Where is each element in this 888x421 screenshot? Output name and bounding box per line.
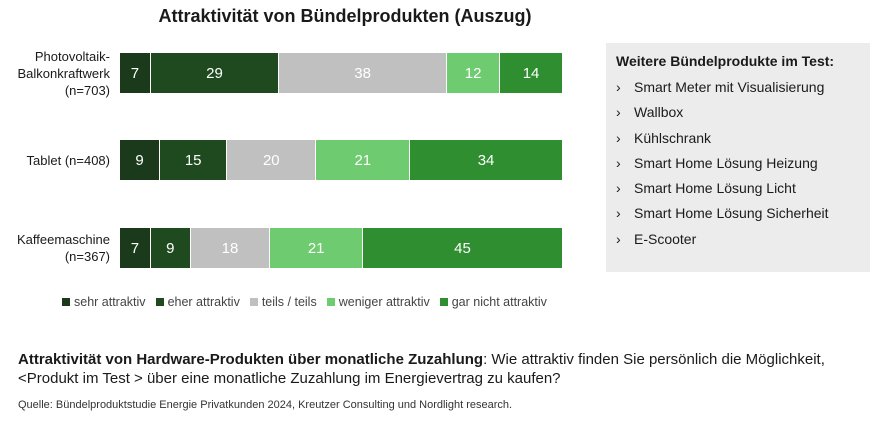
chevron-right-icon: › (616, 230, 621, 247)
bar-segment: 21 (270, 228, 364, 268)
category-label: Tablet (n=408) (0, 152, 110, 169)
category-label: Photovoltaik- Balkonkraftwerk (n=703) (0, 48, 110, 99)
legend-item: weniger attraktiv (326, 295, 430, 309)
chevron-right-icon: › (616, 79, 621, 95)
stacked-bar: 7 9 18 21 45 (120, 228, 562, 268)
chevron-right-icon: › (616, 129, 621, 146)
bar-segment: 20 (227, 140, 317, 180)
product-list-item: › Kühlschrank (616, 126, 870, 151)
bar-segment: 18 (190, 228, 271, 268)
question-text: Attraktivität von Hardware-Produkten übe… (18, 350, 878, 388)
legend: sehr attraktiv eher attraktiv teils / teil… (62, 295, 547, 309)
legend-item: sehr attraktiv (62, 295, 146, 309)
further-products-panel: Weitere Bündelprodukte im Test: › Smart M… (606, 43, 870, 272)
chevron-right-icon: › (616, 154, 621, 171)
bar-segment: 7 (120, 228, 151, 268)
bar-segment: 34 (410, 140, 562, 180)
question-bold: Attraktivität von Hardware-Produkten übe… (18, 351, 484, 368)
legend-swatch (326, 298, 335, 306)
legend-label: weniger attraktiv (338, 295, 430, 309)
product-name: Kühlschrank (634, 129, 712, 146)
legend-swatch (155, 298, 164, 306)
product-list-item: › Smart Home Lösung Sicherheit (616, 201, 870, 226)
bar-segment: 15 (160, 140, 228, 180)
category-label-line: (n=367) (64, 249, 110, 264)
panel-title: Weitere Bündelprodukte im Test: (616, 53, 835, 69)
legend-label: sehr attraktiv (74, 295, 146, 309)
category-label-line: Tablet (n=408) (26, 152, 110, 168)
source-note: Quelle: Bündelproduktstudie Energie Priv… (18, 399, 513, 411)
question-body: : Wie attraktiv finden Sie persönlich di… (18, 351, 825, 387)
chevron-right-icon: › (616, 104, 621, 121)
chevron-right-icon: › (616, 180, 621, 197)
bar-segment: 38 (279, 53, 448, 93)
legend-swatch (439, 298, 448, 306)
chart-title: Attraktivität von Bündelprodukten (Auszu… (158, 6, 532, 26)
category-label-line: (n=703) (64, 82, 110, 98)
legend-item: gar nicht attraktiv (439, 295, 547, 309)
bar-segment: 12 (447, 53, 501, 93)
product-list-item: › Smart Home Lösung Heizung (616, 151, 870, 176)
category-label-line: Kaffeemaschine (17, 232, 110, 247)
product-list-item: › Smart Meter mit Visualisierung (616, 75, 870, 100)
product-list-item: › E-Scooter (616, 227, 870, 252)
product-name: Smart Meter mit Visualisierung (634, 79, 825, 95)
legend-swatch (62, 298, 70, 306)
legend-label: teils / teils (261, 295, 317, 309)
bar-segment: 7 (120, 53, 151, 93)
bar-segment: 14 (500, 53, 562, 93)
category-label-line: Photovoltaik- (34, 48, 110, 64)
product-list-item: › Wallbox (616, 100, 870, 125)
bar-segment: 21 (316, 140, 411, 180)
legend-label: gar nicht attraktiv (451, 295, 547, 309)
legend-swatch (249, 298, 258, 306)
bar-segment: 9 (150, 228, 191, 268)
legend-item: teils / teils (249, 295, 317, 309)
legend-label: eher attraktiv (167, 295, 240, 309)
product-list-item: › Smart Home Lösung Licht (616, 176, 870, 201)
product-name: Smart Home Lösung Licht (634, 180, 796, 197)
product-name: E-Scooter (634, 230, 697, 247)
category-label-line: Balkonkraftwerk (17, 65, 110, 81)
stacked-bar: 9 15 20 21 34 (120, 140, 562, 180)
product-name: Wallbox (634, 104, 684, 121)
chevron-right-icon: › (616, 205, 621, 222)
product-name: Smart Home Lösung Heizung (634, 154, 818, 171)
bar-segment: 29 (150, 53, 280, 93)
stacked-bar: 7 29 38 12 14 (120, 53, 562, 93)
bar-segment: 9 (120, 140, 161, 180)
category-label: Kaffeemaschine (n=367) (0, 231, 110, 265)
product-name: Smart Home Lösung Sicherheit (634, 205, 829, 222)
legend-item: eher attraktiv (155, 295, 240, 309)
bar-segment: 45 (363, 228, 562, 268)
